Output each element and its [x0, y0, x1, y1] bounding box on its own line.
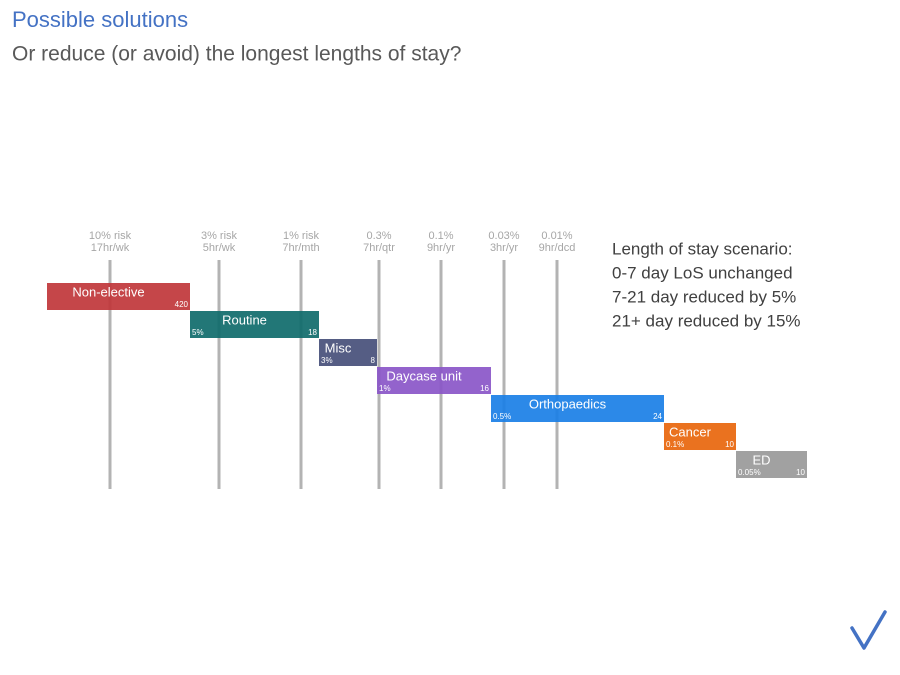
subtitle: Or reduce (or avoid) the longest lengths… [12, 43, 461, 66]
bar-left-value: 0.5% [493, 412, 511, 421]
bar-right-value: 10 [725, 440, 734, 449]
bar-label: Misc [325, 340, 352, 355]
threshold-risk: 0.1% [428, 230, 453, 242]
bar [319, 339, 377, 366]
checkmark [850, 610, 887, 650]
bar-label: Non-elective [72, 284, 144, 299]
threshold-risk: 1% risk [283, 230, 320, 242]
bar-label: Cancer [669, 424, 712, 439]
threshold-risk: 3% risk [201, 230, 238, 242]
scenario-line: 7-21 day reduced by 5% [612, 287, 796, 306]
bar-right-value: 8 [371, 356, 376, 365]
bar [736, 451, 807, 478]
bar-left-value: 0.05% [738, 468, 761, 477]
threshold-risk: 0.3% [366, 230, 391, 242]
bar-right-value: 420 [175, 300, 189, 309]
threshold-rate: 5hr/wk [203, 242, 236, 254]
scenario-line: Length of stay scenario: [612, 239, 793, 258]
threshold-rate: 7hr/mth [282, 242, 319, 254]
threshold-rate: 7hr/qtr [363, 242, 395, 254]
threshold-risk: 0.01% [541, 230, 572, 242]
bar-left-value: 3% [321, 356, 333, 365]
bar [47, 283, 190, 310]
threshold-risk: 0.03% [488, 230, 519, 242]
bar [491, 395, 664, 422]
threshold-rate: 9hr/dcd [539, 242, 576, 254]
scenario-line: 0-7 day LoS unchanged [612, 263, 793, 282]
bar-right-value: 24 [653, 412, 662, 421]
bar [377, 367, 491, 394]
bar-label: ED [752, 452, 770, 467]
bar-label: Routine [222, 312, 267, 327]
bar-label: Daycase unit [386, 368, 462, 383]
threshold-rate: 17hr/wk [91, 242, 130, 254]
threshold-rate: 9hr/yr [427, 242, 455, 254]
bar [664, 423, 736, 450]
threshold-rate: 3hr/yr [490, 242, 518, 254]
bar-right-value: 10 [796, 468, 805, 477]
bar-right-value: 16 [480, 384, 489, 393]
bar-left-value: 1% [379, 384, 391, 393]
bar-right-value: 18 [308, 328, 317, 337]
bar [190, 311, 319, 338]
bar-left-value: 5% [192, 328, 204, 337]
title: Possible solutions [12, 7, 188, 32]
threshold-risk: 10% risk [89, 230, 132, 242]
scenario-line: 21+ day reduced by 15% [612, 311, 801, 330]
bar-label: Orthopaedics [529, 396, 607, 411]
bar-left-value: 0.1% [666, 440, 684, 449]
